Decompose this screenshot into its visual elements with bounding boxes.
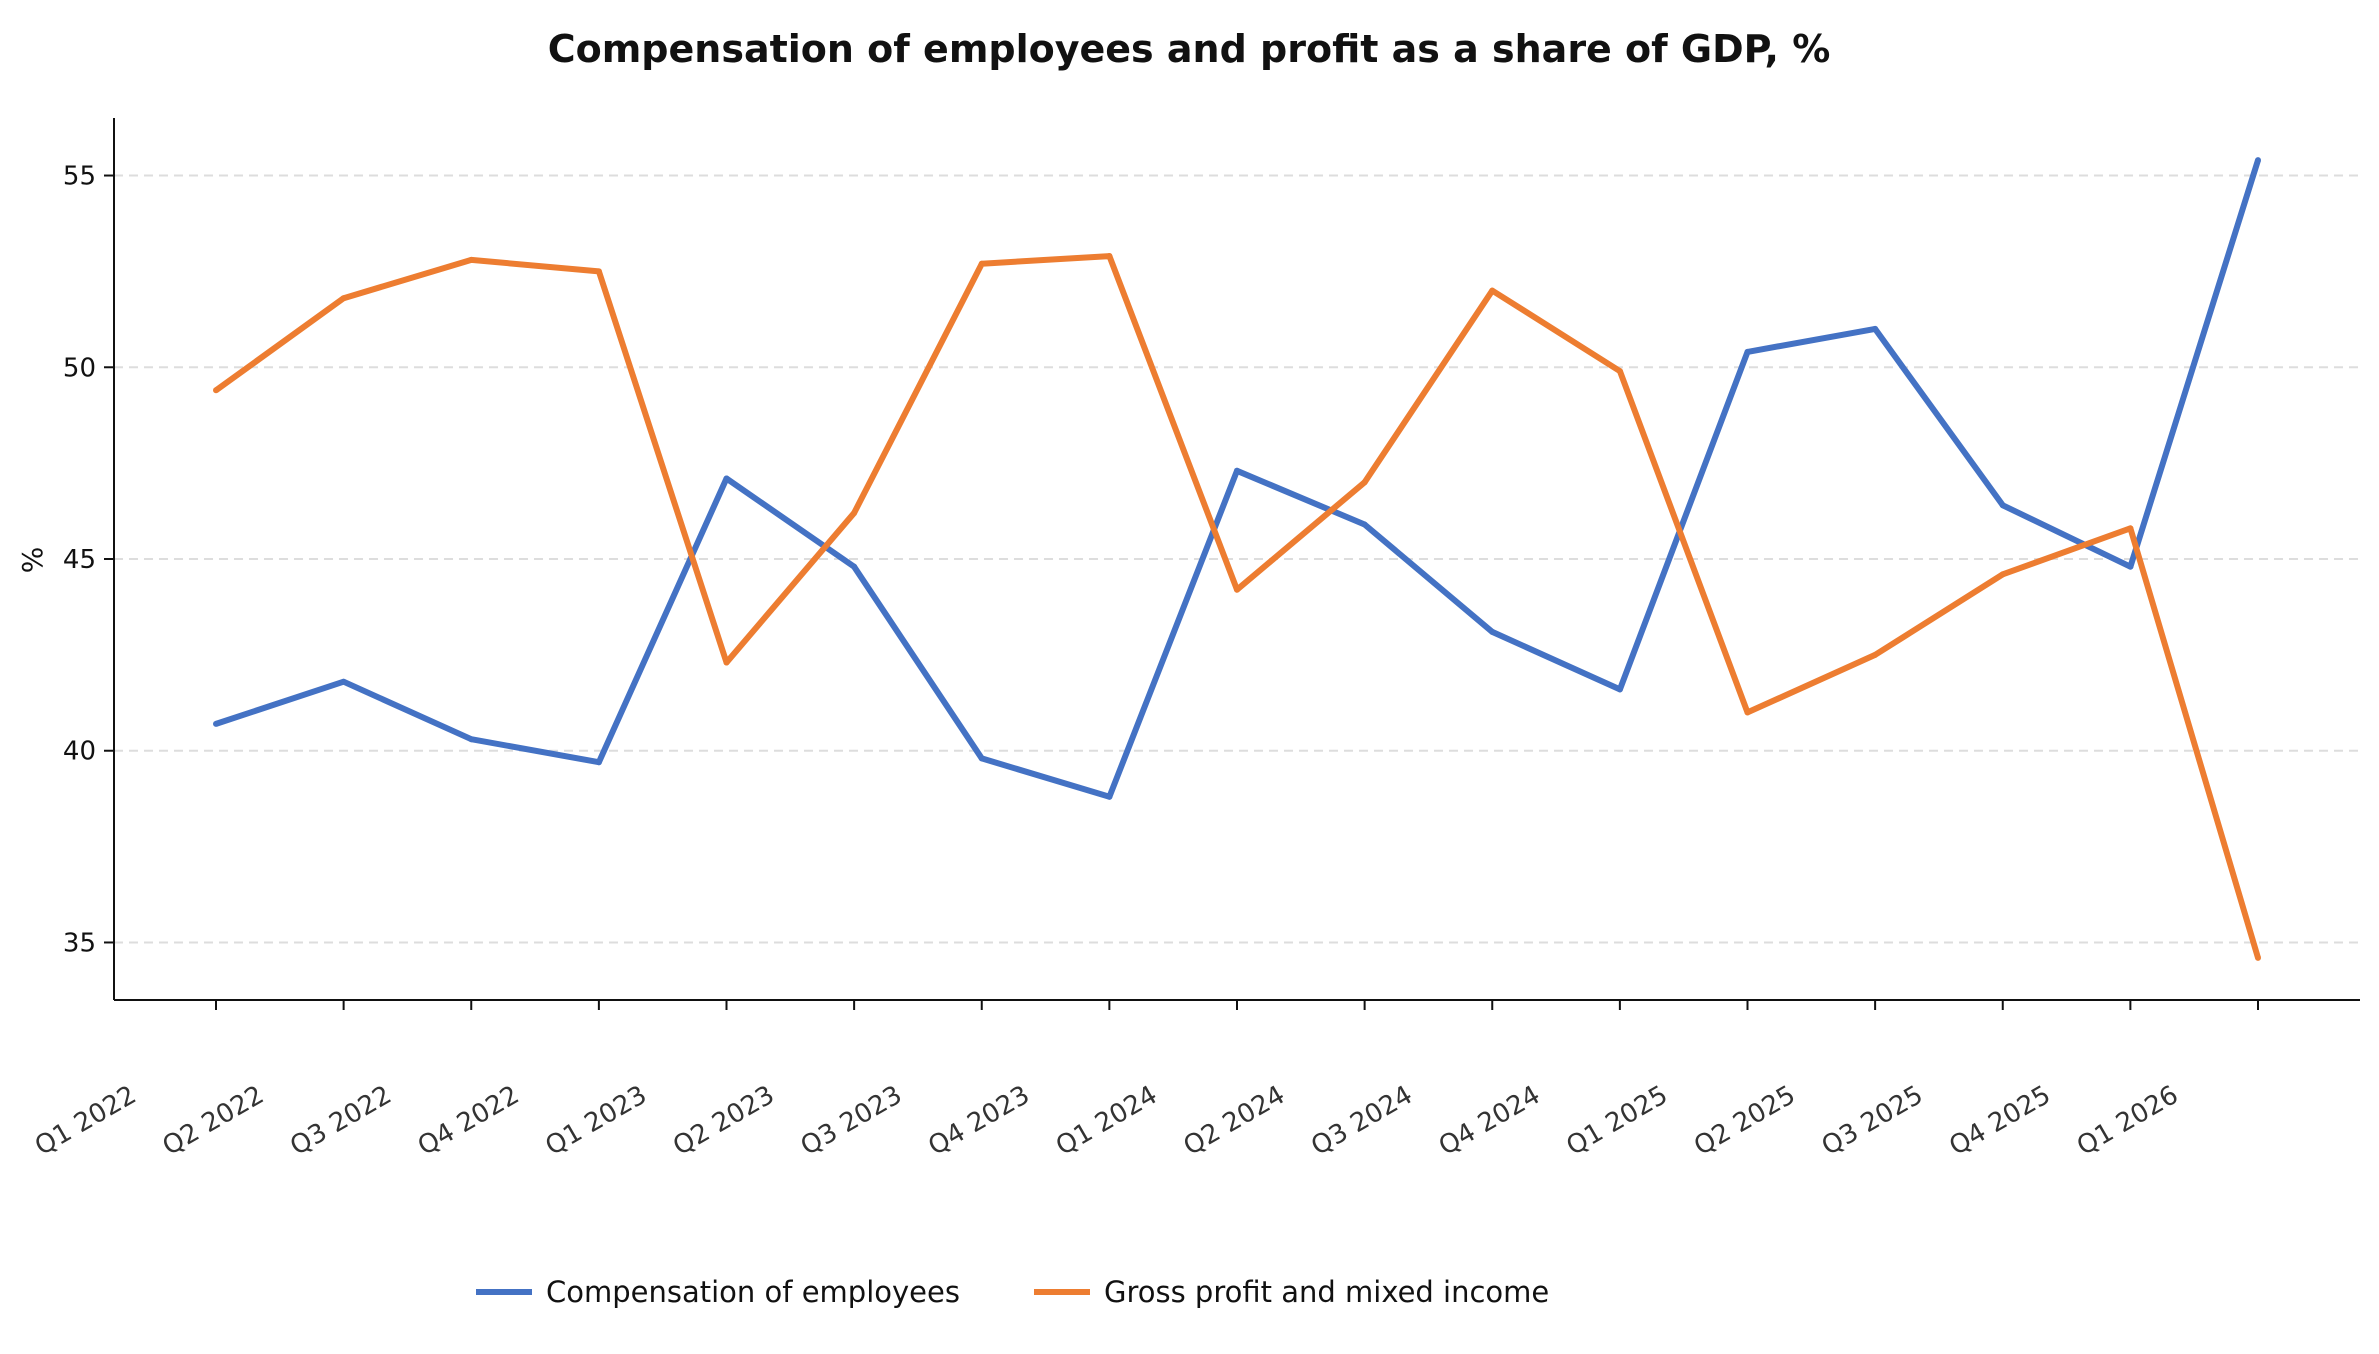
legend-label: Gross profit and mixed income xyxy=(1104,1275,1549,1309)
grid xyxy=(114,174,2360,944)
data-point xyxy=(978,260,985,267)
data-point xyxy=(1489,628,1496,635)
x-tick-label: Q1 2026 xyxy=(2072,1080,2184,1162)
data-point xyxy=(1744,348,1751,355)
data-point xyxy=(468,256,475,263)
x-tick-label: Q2 2023 xyxy=(668,1080,780,1162)
legend-item: Compensation of employees xyxy=(476,1275,960,1309)
data-point xyxy=(723,475,730,482)
series-line xyxy=(214,253,2261,959)
x-tick-label: Q4 2024 xyxy=(1434,1080,1546,1162)
y-tick-label: 55 xyxy=(63,162,96,192)
series-0 xyxy=(213,157,2261,800)
x-tick-label: Q4 2025 xyxy=(1944,1080,2056,1162)
data-point xyxy=(1616,686,1623,693)
chart-title: Compensation of employees and profit as … xyxy=(548,27,1831,71)
data-point xyxy=(1106,253,1113,260)
y-tick-label: 40 xyxy=(63,737,96,767)
data-point xyxy=(723,659,730,666)
y-tick-label: 35 xyxy=(63,928,96,958)
data-point xyxy=(595,759,602,766)
x-tick-label: Q3 2024 xyxy=(1306,1080,1418,1162)
x-tick-label: Q2 2024 xyxy=(1179,1080,1291,1162)
y-axis-label: % xyxy=(16,547,49,574)
data-point xyxy=(2127,525,2134,532)
x-ticks: Q1 2022 Q2 2022 Q3 2022 Q4 2022 Q1 2023 Q2 20… xyxy=(30,1000,2259,1162)
x-tick-label: Q3 2022 xyxy=(285,1080,397,1162)
legend-label: Compensation of employees xyxy=(546,1275,960,1309)
data-point xyxy=(595,268,602,275)
data-point xyxy=(1872,325,1879,332)
legend-item: Gross profit and mixed income xyxy=(1034,1275,1549,1309)
data-point xyxy=(1234,467,1240,474)
x-tick-label: Q2 2022 xyxy=(158,1080,270,1162)
data-point xyxy=(1361,479,1368,486)
data-point xyxy=(1744,709,1751,716)
data-point xyxy=(468,736,475,743)
x-tick-label: Q1 2022 xyxy=(30,1080,142,1162)
x-tick-label: Q2 2025 xyxy=(1689,1080,1801,1162)
series-line xyxy=(215,159,2261,800)
data-point xyxy=(2255,157,2261,164)
x-tick-label: Q1 2024 xyxy=(1051,1080,1163,1162)
data-point xyxy=(1489,287,1496,294)
data-point xyxy=(1616,368,1623,375)
data-point xyxy=(851,509,858,516)
data-point xyxy=(1872,651,1879,658)
x-tick-label: Q1 2025 xyxy=(1561,1080,1673,1162)
series xyxy=(213,157,2261,961)
data-point xyxy=(1106,793,1113,800)
data-point xyxy=(978,755,985,762)
data-point xyxy=(213,720,219,727)
data-point xyxy=(340,678,347,685)
x-tick-label: Q3 2025 xyxy=(1817,1080,1929,1162)
data-point xyxy=(1999,502,2006,509)
data-point xyxy=(340,295,347,302)
data-point xyxy=(1361,521,1368,528)
data-point xyxy=(213,387,219,394)
data-point xyxy=(2127,563,2134,570)
legend: Compensation of employees Gross profit an… xyxy=(476,1275,1549,1309)
x-tick-label: Q3 2023 xyxy=(796,1080,908,1162)
y-ticks: 35 40 45 50 55 xyxy=(63,162,114,958)
data-point xyxy=(1999,571,2006,578)
x-tick-label: Q4 2022 xyxy=(413,1080,525,1162)
y-tick-label: 45 xyxy=(63,545,96,575)
x-tick-label: Q1 2023 xyxy=(540,1080,652,1162)
x-tick-label: Q4 2023 xyxy=(923,1080,1035,1162)
series-1 xyxy=(213,253,2261,961)
data-point xyxy=(851,563,858,570)
data-point xyxy=(1234,586,1240,593)
y-tick-label: 50 xyxy=(63,353,96,383)
data-point xyxy=(2255,954,2261,961)
